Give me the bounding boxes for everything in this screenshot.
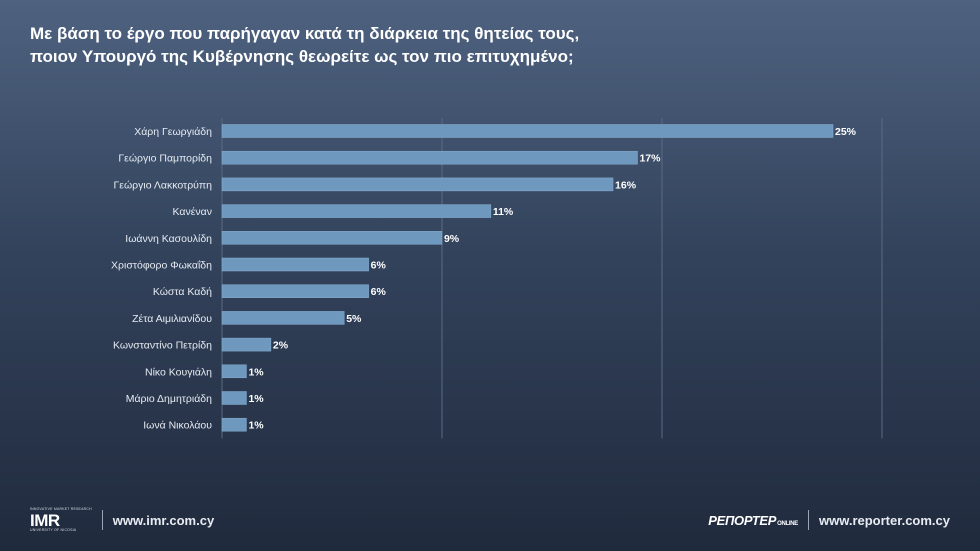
value-label: 6% bbox=[371, 286, 387, 298]
bar bbox=[221, 124, 834, 138]
value-label: 11% bbox=[493, 206, 514, 218]
imr-footer: INNOVATIVE MARKET RESEARCH IMR UNIVERSIT… bbox=[30, 507, 215, 532]
category-label: Γεώργιο Παμπορίδη bbox=[118, 153, 212, 165]
reporter-url-link[interactable]: www.reporter.com.cy bbox=[818, 512, 950, 528]
reporter-logo-suffix: ONLINE bbox=[777, 520, 798, 527]
bar bbox=[221, 204, 492, 218]
title-line-2: ποιον Υπουργό της Κυβέρνησης θεωρείτε ως… bbox=[30, 47, 574, 66]
value-label: 6% bbox=[371, 260, 387, 272]
imr-logo-text: IMR bbox=[30, 510, 60, 530]
bar bbox=[221, 364, 247, 379]
title-line-1: Με βάση το έργο που παρήγαγαν κατά τη δι… bbox=[30, 24, 580, 43]
value-label: 16% bbox=[615, 179, 637, 191]
bar bbox=[221, 257, 369, 272]
bar bbox=[221, 231, 443, 245]
value-label: 1% bbox=[248, 366, 264, 378]
category-label: Χάρη Γεωργιάδη bbox=[134, 126, 212, 138]
bar bbox=[221, 284, 369, 298]
category-label: Κωνσταντίνο Πετρίδη bbox=[113, 340, 212, 352]
reporter-logo-text: РЕПОРТЕР bbox=[708, 512, 777, 528]
bar bbox=[221, 337, 272, 352]
bar bbox=[221, 417, 247, 432]
bars bbox=[221, 124, 834, 432]
category-label: Γεώργιο Λακκοτρύπη bbox=[114, 179, 213, 191]
imr-logo-tagline: INNOVATIVE MARKET RESEARCH bbox=[30, 507, 92, 511]
value-label: 2% bbox=[273, 340, 289, 352]
value-label: 1% bbox=[248, 420, 264, 432]
category-label: Χριστόφορο Φωκαΐδη bbox=[111, 260, 212, 272]
category-label: Νίκο Κουγιάλη bbox=[145, 366, 212, 378]
category-labels: Χάρη Γεωργιάδη Γεώργιο Παμπορίδη Γεώργιο Λ… bbox=[111, 126, 212, 432]
bar bbox=[221, 391, 247, 405]
grid-lines bbox=[221, 118, 883, 439]
reporter-logo: РЕПОРТЕРONLINE bbox=[708, 513, 798, 528]
value-label: 5% bbox=[346, 313, 362, 325]
imr-logo: INNOVATIVE MARKET RESEARCH IMR UNIVERSIT… bbox=[30, 507, 92, 532]
footer-divider bbox=[101, 510, 103, 530]
category-label: Κανέναν bbox=[173, 206, 212, 218]
imr-url-link[interactable]: www.imr.com.cy bbox=[112, 512, 215, 528]
category-label: Ιωνά Νικολάου bbox=[143, 420, 212, 432]
value-labels: 25% 17% 16% 11% 9% 6% 6% 5% 2% 1% 1% 1% bbox=[248, 126, 856, 432]
value-label: 17% bbox=[639, 153, 661, 165]
footer-divider bbox=[807, 510, 809, 530]
category-label: Ζέτα Αιμιλιανίδου bbox=[132, 313, 212, 325]
value-label: 25% bbox=[835, 126, 857, 138]
bar bbox=[221, 150, 638, 165]
imr-logo-subtext: UNIVERSITY OF NICOSIA bbox=[30, 527, 77, 532]
category-label: Μάριο Δημητριάδη bbox=[126, 393, 212, 405]
value-label: 1% bbox=[248, 393, 264, 405]
category-label: Κώστα Καδή bbox=[153, 286, 212, 298]
reporter-footer: РЕПОРТЕРONLINE www.reporter.com.cy bbox=[708, 508, 950, 532]
value-label: 9% bbox=[444, 233, 460, 245]
bar bbox=[221, 177, 614, 192]
bar bbox=[221, 311, 345, 325]
category-label: Ιωάννη Κασουλίδη bbox=[125, 233, 212, 245]
chart-title: Με βάση το έργο που παρήγαγαν κατά τη δι… bbox=[30, 22, 930, 68]
